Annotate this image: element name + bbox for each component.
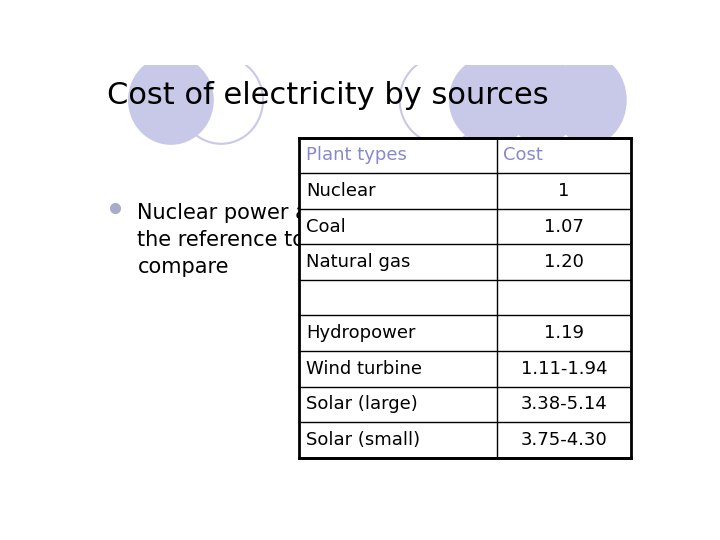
Text: Solar (large): Solar (large) [306, 395, 418, 413]
Text: Nuclear: Nuclear [306, 182, 376, 200]
Text: 1.19: 1.19 [544, 324, 584, 342]
Text: Cost: Cost [503, 146, 544, 164]
Text: Nuclear power as: Nuclear power as [138, 203, 319, 223]
Ellipse shape [505, 57, 578, 144]
Text: 3.38-5.14: 3.38-5.14 [521, 395, 608, 413]
Text: 3.75-4.30: 3.75-4.30 [521, 431, 608, 449]
Text: Natural gas: Natural gas [306, 253, 410, 271]
Text: the reference to: the reference to [138, 230, 305, 250]
Text: 1.07: 1.07 [544, 218, 584, 235]
Text: Wind turbine: Wind turbine [306, 360, 422, 378]
Ellipse shape [129, 57, 213, 144]
Ellipse shape [450, 57, 534, 144]
Text: 1: 1 [558, 182, 570, 200]
Text: Solar (small): Solar (small) [306, 431, 420, 449]
Bar [300, 138, 631, 458]
Text: compare: compare [138, 257, 229, 277]
Text: Cost of electricity by sources: Cost of electricity by sources [107, 82, 549, 111]
Text: Plant types: Plant types [306, 146, 407, 164]
Ellipse shape [553, 57, 626, 144]
Text: 1.11-1.94: 1.11-1.94 [521, 360, 607, 378]
Text: 1.20: 1.20 [544, 253, 584, 271]
Text: Hydropower: Hydropower [306, 324, 415, 342]
Text: Coal: Coal [306, 218, 346, 235]
